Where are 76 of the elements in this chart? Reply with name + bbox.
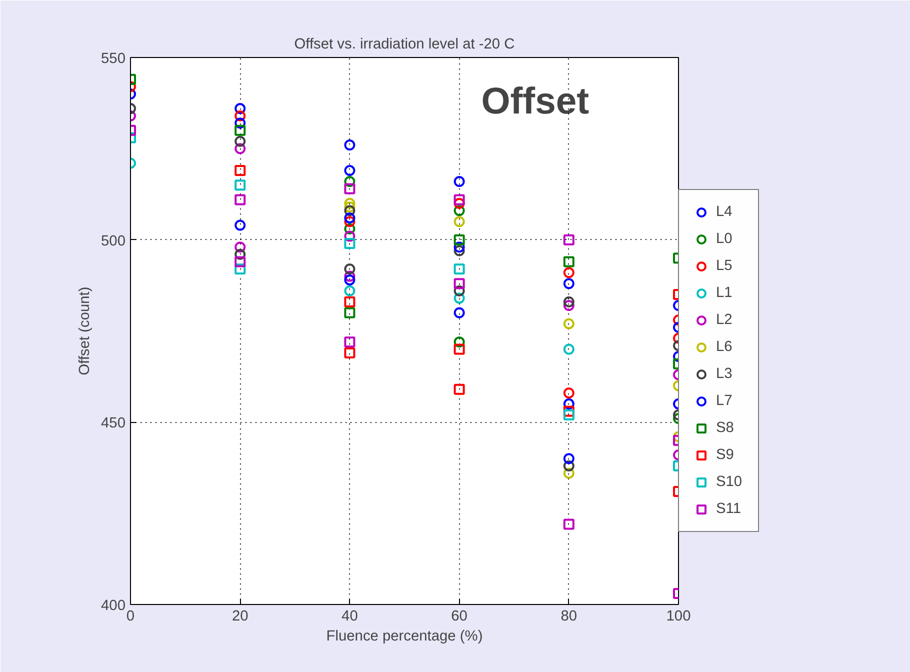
x-tick-label: 0 <box>126 608 135 624</box>
point <box>234 165 246 176</box>
point <box>234 136 246 147</box>
point <box>234 118 246 129</box>
point <box>234 124 246 136</box>
point <box>344 223 356 234</box>
legend-label: S11 <box>716 501 742 517</box>
y-tick-label: 500 <box>101 233 126 250</box>
point <box>454 245 465 256</box>
point <box>234 242 246 253</box>
legend-label: L6 <box>716 339 734 355</box>
point <box>454 205 465 216</box>
point <box>234 180 246 191</box>
point <box>234 220 246 231</box>
point <box>234 248 246 260</box>
point <box>344 205 356 216</box>
point <box>454 307 465 318</box>
point <box>454 176 465 187</box>
point <box>454 344 465 355</box>
point <box>344 230 356 242</box>
legend-label: L5 <box>716 258 734 274</box>
point <box>454 234 465 246</box>
legend-label: L7 <box>716 393 734 409</box>
point <box>234 143 246 154</box>
point <box>344 270 356 282</box>
y-axis-title: Offset (count) <box>77 286 94 376</box>
point <box>344 347 356 358</box>
point <box>234 264 246 275</box>
point <box>344 165 356 176</box>
point <box>344 140 356 151</box>
point <box>454 278 465 290</box>
annotation: Offset <box>481 79 590 122</box>
point <box>344 307 356 318</box>
point <box>454 198 465 209</box>
point <box>454 292 465 304</box>
legend-label: S8 <box>716 420 735 436</box>
point <box>344 212 356 224</box>
x-tick-label: 40 <box>342 608 358 624</box>
y-tick-label: 450 <box>101 416 126 432</box>
point <box>344 198 356 209</box>
point <box>454 242 465 253</box>
legend-label: L1 <box>716 285 734 301</box>
point <box>234 103 246 114</box>
point <box>454 336 465 348</box>
x-tick-label: 20 <box>232 608 248 624</box>
point <box>344 274 356 286</box>
point <box>344 296 356 308</box>
y-tick-label: 400 <box>101 598 126 614</box>
point <box>344 336 356 348</box>
x-tick-label: 60 <box>451 608 468 624</box>
point <box>344 264 356 274</box>
point <box>454 216 465 228</box>
point <box>344 216 356 228</box>
point <box>454 264 465 275</box>
x-axis-title: Fluence percentage (%) <box>326 628 483 644</box>
chart-title: Offset vs. irradiation level at -20 C <box>294 36 516 52</box>
point <box>454 384 465 395</box>
legend-label: S10 <box>716 474 744 490</box>
point <box>344 183 356 194</box>
legend-label: L3 <box>716 366 734 382</box>
point <box>454 285 465 296</box>
legend-label: L2 <box>716 312 734 328</box>
point <box>344 285 356 296</box>
legend-label: S9 <box>716 447 735 463</box>
legend-label: L4 <box>716 204 734 220</box>
point <box>344 202 356 213</box>
point <box>454 194 465 206</box>
point <box>344 238 356 249</box>
point <box>234 110 246 122</box>
x-tick-label: 100 <box>666 608 691 624</box>
point <box>234 194 246 206</box>
point <box>234 256 246 268</box>
point <box>344 176 356 187</box>
y-tick-label: 550 <box>101 51 126 67</box>
legend-label: L0 <box>716 231 734 247</box>
x-tick-label: 80 <box>560 608 578 624</box>
